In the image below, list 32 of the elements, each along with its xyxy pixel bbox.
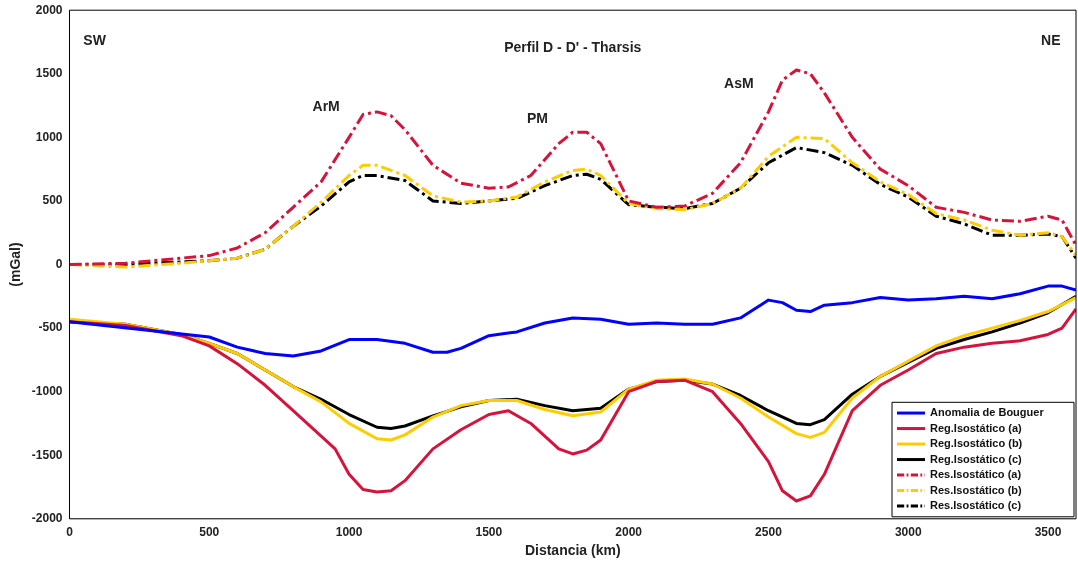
y-tick-label: 1000 — [35, 129, 63, 144]
annotation: SW — [83, 31, 107, 48]
y-tick-label: -2000 — [31, 511, 63, 526]
x-tick-label: 2500 — [755, 525, 783, 540]
y-axis-title: (mGal) — [7, 242, 24, 287]
y-tick-label: -1500 — [31, 447, 63, 462]
text: Perfil D - D' - Tharsis — [504, 39, 642, 56]
annotation: ArM — [312, 97, 340, 114]
legend-label: Res.Isostático (c) — [930, 499, 1022, 512]
x-axis-title: Distancia (km) — [524, 542, 621, 559]
legend-label: Reg.Isostático (c) — [930, 452, 1023, 465]
y-tick-label: 1500 — [35, 66, 63, 81]
legend-label: Res.Isostático (b) — [930, 483, 1023, 496]
y-tick-label: 0 — [55, 256, 63, 271]
legend-label: Res.Isostático (a) — [930, 468, 1022, 481]
legend-label: Anomalia de Bouguer — [930, 406, 1045, 419]
x-tick-label: 1500 — [475, 525, 503, 540]
x-tick-label: 0 — [66, 525, 74, 540]
legend-label: Reg.Isostático (a) — [930, 421, 1023, 434]
y-tick-label: 500 — [42, 193, 63, 208]
legend-label: Reg.Isostático (b) — [930, 437, 1023, 450]
x-tick-label: 1000 — [335, 525, 363, 540]
x-tick-label: 2000 — [615, 525, 643, 540]
annotation: NE — [1041, 31, 1061, 48]
annotation: AsM — [724, 74, 754, 91]
x-tick-label: 500 — [199, 525, 220, 540]
annotation: PM — [527, 110, 549, 127]
x-tick-label: 3500 — [1034, 525, 1062, 540]
y-tick-label: -1000 — [31, 383, 63, 398]
x-tick-label: 3000 — [894, 525, 922, 540]
y-tick-label: -500 — [38, 320, 63, 335]
y-tick-label: 2000 — [35, 2, 63, 17]
